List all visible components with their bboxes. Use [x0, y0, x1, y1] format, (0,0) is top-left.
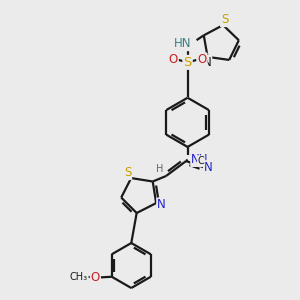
Text: O: O [197, 53, 207, 66]
Text: NH: NH [191, 153, 209, 166]
Text: S: S [124, 166, 131, 179]
Text: CH₃: CH₃ [70, 272, 88, 282]
Text: N: N [204, 161, 213, 174]
Text: N: N [157, 198, 166, 212]
Text: S: S [221, 13, 228, 26]
Text: C: C [198, 156, 205, 166]
Text: O: O [169, 53, 178, 66]
Text: S: S [183, 56, 192, 69]
Text: O: O [91, 271, 100, 284]
Text: H: H [156, 164, 163, 174]
Text: N: N [202, 56, 211, 69]
Text: HN: HN [174, 37, 191, 50]
